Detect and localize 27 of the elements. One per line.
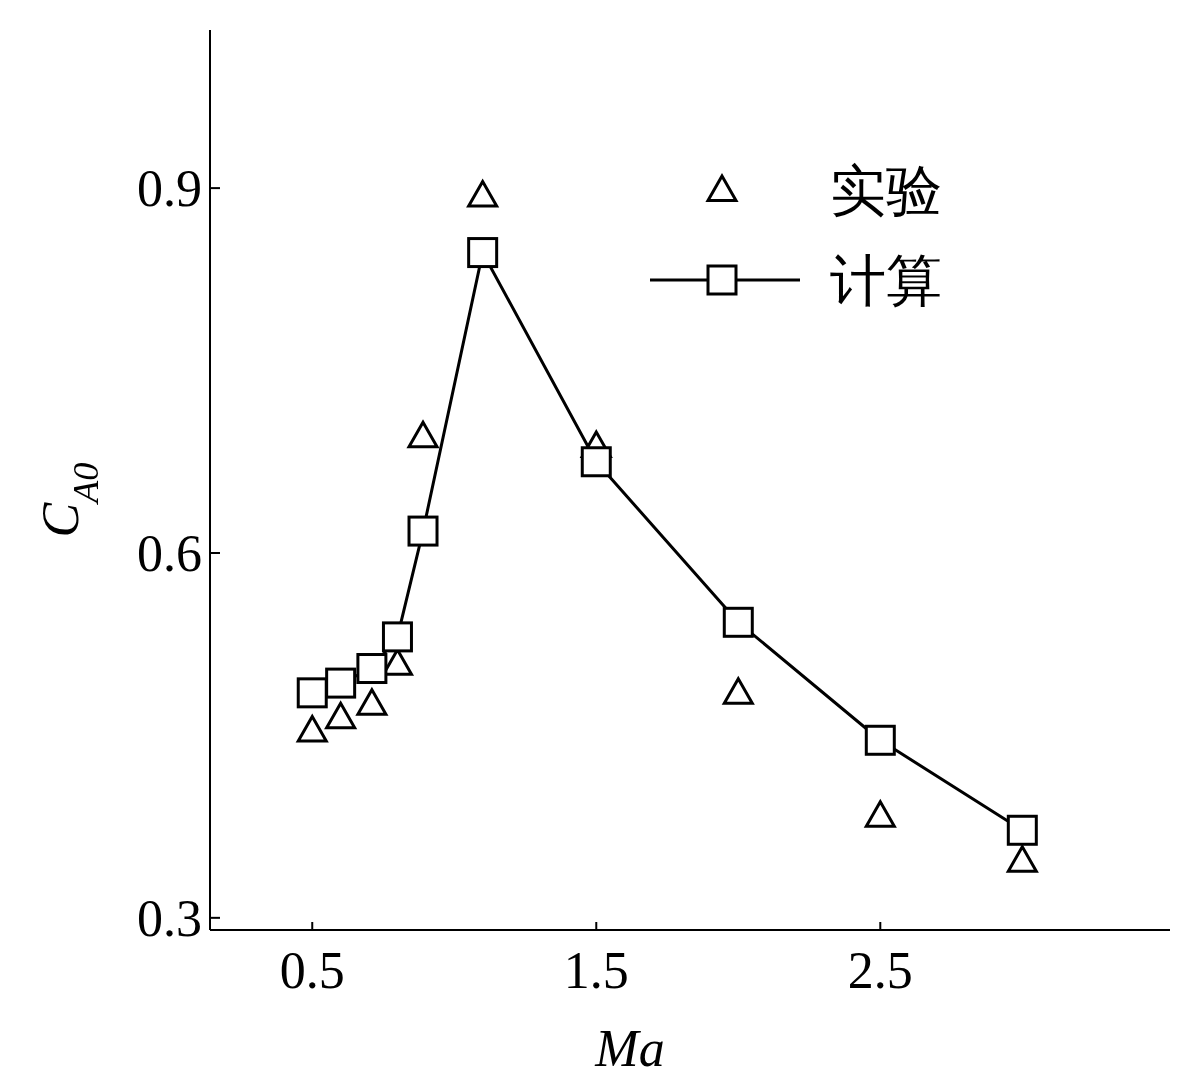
- x-tick-label: 1.5: [563, 942, 629, 999]
- y-tick-label: 0.9: [137, 160, 202, 218]
- point: [407, 515, 439, 547]
- point: [467, 237, 499, 269]
- point: [381, 621, 413, 653]
- point: [325, 667, 357, 699]
- legend-label: 计算: [830, 248, 942, 313]
- x-axis-title: Ma: [594, 1020, 665, 1076]
- legend-label: 实验: [830, 158, 942, 223]
- point: [864, 800, 896, 828]
- point: [580, 446, 612, 478]
- point: [356, 688, 388, 716]
- point: [864, 724, 896, 756]
- y-tick-label: 0.6: [137, 524, 202, 582]
- point: [407, 420, 439, 449]
- x-tick-label: 2.5: [847, 942, 913, 999]
- point: [296, 715, 328, 743]
- y-tick-label: 0.3: [137, 889, 202, 947]
- point: [467, 179, 499, 208]
- point: [296, 677, 328, 709]
- point: [325, 701, 357, 730]
- point: [722, 677, 754, 705]
- point: [356, 653, 388, 685]
- point: [1006, 845, 1038, 873]
- point: [1006, 814, 1038, 846]
- x-tick-label: 0.5: [279, 942, 345, 999]
- point: [722, 606, 754, 638]
